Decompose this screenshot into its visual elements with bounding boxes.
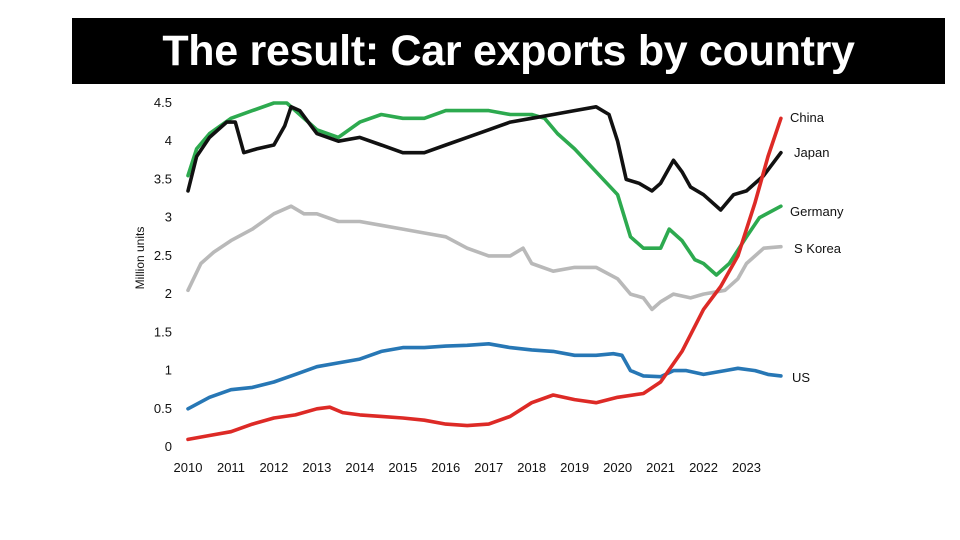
x-tick-label: 2010: [174, 460, 203, 475]
y-tick-label: 2.5: [154, 248, 172, 263]
x-axis-ticks: 2010 2011 2012 2013 2014 2015 2016 2017 2018 2019…: [174, 460, 761, 475]
y-tick-label: 2: [165, 286, 172, 301]
series-label-us: US: [792, 370, 810, 385]
x-tick-label: 2012: [259, 460, 288, 475]
series-label-japan: Japan: [794, 145, 829, 160]
series-lines: [186, 101, 783, 442]
x-tick-label: 2019: [560, 460, 589, 475]
x-tick-label: 2018: [517, 460, 546, 475]
series-line-china: [186, 116, 783, 442]
x-tick-label: 2017: [474, 460, 503, 475]
slide-title: The result: Car exports by country: [72, 18, 945, 84]
y-tick-label: 3: [165, 210, 172, 225]
y-tick-label: 1: [165, 363, 172, 378]
series-label-germany: Germany: [790, 204, 844, 219]
series-labels: China Japan Germany S Korea US: [790, 110, 844, 385]
y-tick-label: 0.5: [154, 401, 172, 416]
x-tick-label: 2020: [603, 460, 632, 475]
y-tick-label: 4.5: [154, 95, 172, 110]
y-tick-label: 3.5: [154, 171, 172, 186]
x-tick-label: 2016: [431, 460, 460, 475]
x-tick-label: 2013: [302, 460, 331, 475]
series-line-s-korea: [186, 204, 783, 312]
y-axis-ticks: 0 0.5 1 1.5 2 2.5 3 3.5 4 4.5: [154, 95, 172, 454]
x-tick-label: 2011: [217, 460, 245, 475]
y-tick-label: 0: [165, 439, 172, 454]
series-label-s-korea: S Korea: [794, 241, 842, 256]
y-axis-label: Million units: [133, 227, 147, 290]
series-line-japan: [186, 105, 783, 212]
x-tick-label: 2022: [689, 460, 718, 475]
x-tick-label: 2014: [345, 460, 374, 475]
x-tick-label: 2023: [732, 460, 761, 475]
y-tick-label: 1.5: [154, 324, 172, 339]
series-line-germany: [186, 101, 783, 277]
series-label-china: China: [790, 110, 825, 125]
series-line-us: [186, 342, 783, 411]
x-tick-label: 2021: [646, 460, 675, 475]
x-tick-label: 2015: [388, 460, 417, 475]
y-tick-label: 4: [165, 133, 172, 148]
